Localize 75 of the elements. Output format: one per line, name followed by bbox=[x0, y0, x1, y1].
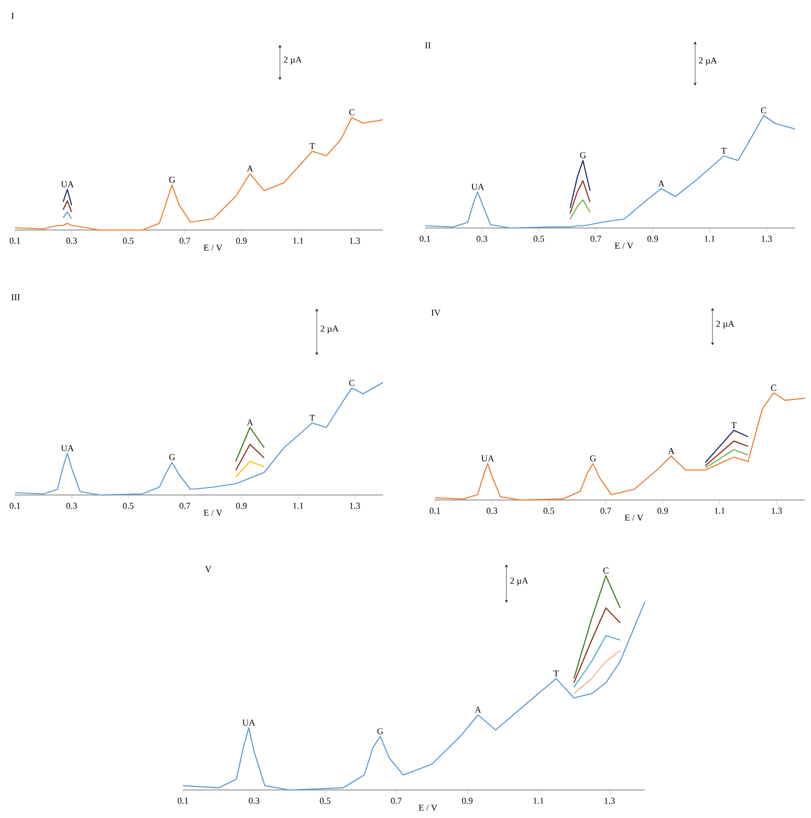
chart-title: III bbox=[11, 294, 20, 300]
annotation: A bbox=[658, 180, 664, 186]
annotation: A bbox=[668, 448, 674, 454]
x-tick-label: 0.3 bbox=[248, 798, 260, 804]
x-tick-label: 1.1 bbox=[293, 238, 304, 244]
text: 2 µA bbox=[284, 56, 302, 65]
annotation: UA bbox=[471, 184, 484, 190]
x-tick-label: 0.5 bbox=[122, 238, 134, 244]
annotation: G bbox=[169, 176, 176, 183]
annotation: UA bbox=[61, 445, 74, 452]
x-tick-label: 0.7 bbox=[390, 798, 402, 804]
x-tick-label: 0.1 bbox=[420, 236, 430, 242]
x-axis-title: E / V bbox=[204, 510, 222, 516]
x-tick-label: 1.1 bbox=[293, 502, 304, 509]
x-tick-label: 1.3 bbox=[350, 238, 360, 244]
annotation: T bbox=[721, 148, 726, 154]
x-tick-label: 0.9 bbox=[647, 236, 658, 242]
annotation: A bbox=[246, 419, 254, 426]
x-tick-label: 0.5 bbox=[534, 236, 544, 242]
annotation: UA bbox=[242, 720, 256, 726]
annotation: UA bbox=[61, 181, 74, 188]
x-tick-label: 1.1 bbox=[704, 236, 715, 242]
x-tick-label: 0.9 bbox=[462, 798, 473, 804]
x-tick-label: 0.9 bbox=[236, 238, 247, 244]
annotation: G bbox=[590, 455, 596, 462]
x-tick-label: 1.3 bbox=[350, 502, 360, 509]
annotation: T bbox=[310, 143, 315, 150]
chart-title: II bbox=[425, 42, 430, 48]
x-tick-label: 0.5 bbox=[544, 508, 554, 514]
annotation: C bbox=[761, 107, 766, 114]
annotation: T bbox=[310, 414, 315, 421]
x-tick-label: 0.5 bbox=[122, 502, 134, 509]
x-axis-title: E / V bbox=[418, 804, 438, 811]
x-tick-label: 0.1 bbox=[178, 798, 188, 804]
annotation: C bbox=[349, 380, 354, 386]
x-tick-label: 0.3 bbox=[486, 508, 498, 514]
x-tick-label: 0.1 bbox=[10, 238, 20, 244]
x-axis-title: E / V bbox=[204, 244, 222, 251]
annotation: G bbox=[377, 728, 384, 734]
x-tick-label: 0.9 bbox=[236, 502, 247, 509]
x-tick-label: 0.7 bbox=[180, 502, 190, 509]
annotation: 2 µA bbox=[510, 578, 528, 586]
x-tick-label: 0.1 bbox=[10, 502, 20, 509]
annotation: C bbox=[603, 567, 608, 574]
x-tick-label: 1.3 bbox=[762, 236, 772, 242]
x-tick-label: 0.3 bbox=[66, 502, 77, 509]
x-tick-label: 1.1 bbox=[714, 508, 725, 514]
x-tick-label: 1.3 bbox=[772, 508, 782, 514]
annotation: A bbox=[246, 166, 254, 172]
x-tick-label: 1.3 bbox=[604, 798, 615, 804]
chart-title: V bbox=[205, 566, 212, 572]
x-tick-label: 0.7 bbox=[590, 236, 602, 242]
x-tick-label: 1.1 bbox=[534, 798, 544, 804]
x-tick-label: 0.3 bbox=[476, 236, 488, 242]
x-tick-label: 0.3 bbox=[66, 238, 77, 244]
annotation: UA bbox=[481, 455, 494, 462]
text: 2 µA bbox=[699, 57, 717, 66]
chart-title: IV bbox=[431, 310, 440, 316]
x-tick-label: 0.1 bbox=[430, 508, 440, 514]
annotation: C bbox=[771, 384, 776, 391]
annotation: G bbox=[169, 454, 176, 460]
x-tick-label: 0.9 bbox=[657, 508, 668, 514]
text: 2 µA bbox=[320, 326, 339, 334]
x-tick-label: 0.7 bbox=[180, 238, 190, 244]
x-axis-title: E / V bbox=[624, 514, 644, 521]
x-axis-title: E / V bbox=[614, 242, 634, 249]
annotation: C bbox=[349, 109, 354, 116]
chart-title: I bbox=[11, 12, 14, 19]
annotation: G bbox=[580, 152, 586, 158]
x-tick-label: 0.7 bbox=[600, 508, 612, 514]
annotation: A bbox=[474, 706, 482, 713]
text: 2 µA bbox=[716, 320, 734, 329]
annotation: T bbox=[554, 670, 559, 676]
annotation: T bbox=[731, 422, 736, 428]
x-tick-label: 0.5 bbox=[320, 798, 330, 804]
